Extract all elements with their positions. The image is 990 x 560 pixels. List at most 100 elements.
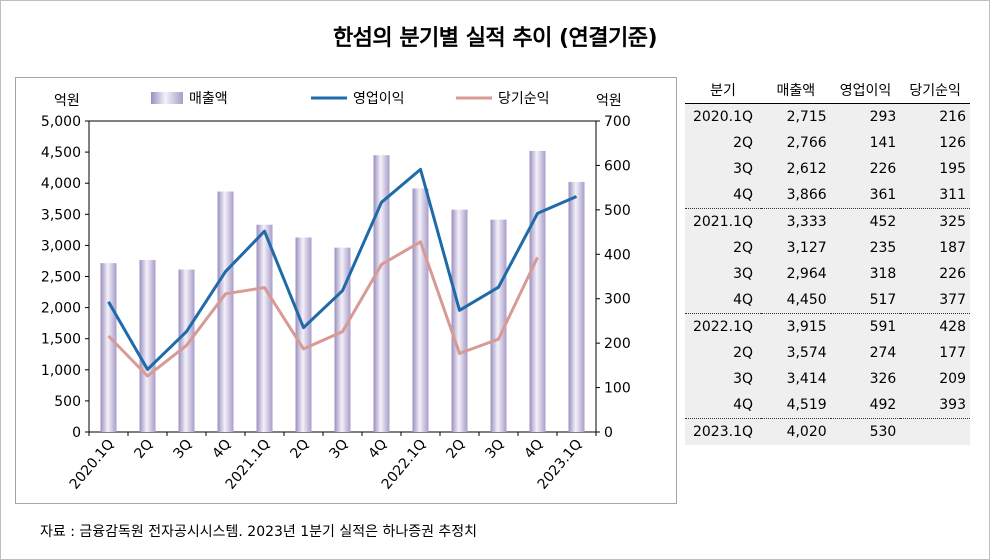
legend-label-당기순익: 당기순익 <box>498 91 550 107</box>
table-cell: 325 <box>900 208 970 235</box>
bar-매출액 <box>529 150 546 432</box>
bar-매출액 <box>178 269 195 432</box>
x-axis-tick-label: 4Q <box>521 436 546 462</box>
table-cell: 4,450 <box>761 287 831 314</box>
table-cell: 187 <box>900 235 970 261</box>
table-cell: 517 <box>830 287 901 314</box>
table-cell: 2,964 <box>761 261 831 287</box>
x-axis-tick-label: 3Q <box>482 436 507 462</box>
table-row: 2022.1Q 3,915 591 428 <box>685 313 970 340</box>
bar-매출액 <box>217 191 234 432</box>
right-axis-tick-label: 500 <box>604 203 631 219</box>
table-cell: 326 <box>830 366 901 392</box>
right-axis-tick-label: 300 <box>604 292 631 308</box>
line-당기순익 <box>107 240 539 378</box>
left-axis-tick-label: 3,000 <box>41 238 81 254</box>
table-cell: 293 <box>830 103 901 130</box>
bar-매출액 <box>100 263 117 432</box>
right-axis-tick-label: 700 <box>604 114 631 130</box>
table-cell: 209 <box>900 366 970 392</box>
table-cell: 3,574 <box>761 340 831 366</box>
table-header-row: 분기 매출액 영업이익 당기순익 <box>685 77 970 104</box>
table-cell: 492 <box>830 392 901 419</box>
table-header-cell: 매출액 <box>761 77 831 104</box>
right-axis-tick-label: 0 <box>604 425 613 441</box>
table-cell: 318 <box>830 261 901 287</box>
table-cell: 2021.1Q <box>685 208 761 235</box>
source-note: 자료 : 금융감독원 전자공시시스템. 2023년 1분기 실적은 하나증권 추… <box>40 524 478 540</box>
data-table: 분기 매출액 영업이익 당기순익 2020.1Q 2,715 293 216 2Q 2,766 1… <box>685 77 970 445</box>
table-cell: 3,915 <box>761 313 831 340</box>
table-cell: 126 <box>900 130 970 156</box>
table-row: 3Q 2,612 226 195 <box>685 156 970 182</box>
left-axis-tick-label: 3,500 <box>41 207 81 223</box>
left-axis-tick-label: 4,000 <box>41 176 81 192</box>
left-axis-tick-label: 1,500 <box>41 332 81 348</box>
table-cell: 377 <box>900 287 970 314</box>
table-row: 3Q 2,964 318 226 <box>685 261 970 287</box>
left-axis-tick-label: 2,000 <box>41 301 81 317</box>
right-axis-tick-label: 600 <box>604 158 631 174</box>
table-cell: 216 <box>900 103 970 130</box>
legend-label-매출액: 매출액 <box>189 91 228 107</box>
table-cell: 2020.1Q <box>685 103 761 130</box>
table-cell: 4Q <box>685 287 761 314</box>
table-cell: 3Q <box>685 366 761 392</box>
x-axis-tick-label: 3Q <box>170 436 195 462</box>
legend-label-영업이익: 영업이익 <box>353 91 405 107</box>
table-cell: 2023.1Q <box>685 418 761 445</box>
right-axis-unit: 억원 <box>596 93 622 109</box>
table-cell: 591 <box>830 313 901 340</box>
left-axis-tick-label: 2,500 <box>41 270 81 286</box>
table-header-cell: 분기 <box>685 77 761 104</box>
table-row: 2Q 3,127 235 187 <box>685 235 970 261</box>
table-cell <box>900 418 970 445</box>
bar-매출액 <box>412 188 429 432</box>
chart-svg: 0 500 1,000 1,500 2,000 2,500 3,000 3,500 4,000 4… <box>41 91 631 493</box>
table-cell: 226 <box>900 261 970 287</box>
x-axis-tick-label: 4Q <box>365 436 390 462</box>
line-영업이익 <box>107 167 578 371</box>
table-row: 3Q 3,414 326 209 <box>685 366 970 392</box>
table-cell: 3Q <box>685 156 761 182</box>
bar-매출액 <box>490 219 507 432</box>
table-cell: 311 <box>900 182 970 209</box>
table-row: 2Q 2,766 141 126 <box>685 130 970 156</box>
table-cell: 3Q <box>685 261 761 287</box>
table-cell: 2,612 <box>761 156 831 182</box>
table-header-cell: 당기순익 <box>900 77 970 104</box>
table-row: 2020.1Q 2,715 293 216 <box>685 103 970 130</box>
table-cell: 235 <box>830 235 901 261</box>
x-axis-tick-label: 2020.1Q <box>67 436 118 492</box>
bar-매출액 <box>295 237 312 432</box>
table-cell: 2Q <box>685 340 761 366</box>
table-row: 4Q 4,519 492 393 <box>685 392 970 419</box>
table-cell: 4Q <box>685 392 761 419</box>
left-axis-tick-label: 1,000 <box>41 363 81 379</box>
right-axis-tick-label: 200 <box>604 336 631 352</box>
table-cell: 2Q <box>685 235 761 261</box>
table-cell: 4,020 <box>761 418 831 445</box>
table-cell: 226 <box>830 156 901 182</box>
bar-매출액 <box>373 155 390 432</box>
left-axis-tick-label: 4,500 <box>41 145 81 161</box>
table-cell: 3,414 <box>761 366 831 392</box>
table-cell: 4Q <box>685 182 761 209</box>
table-cell: 3,866 <box>761 182 831 209</box>
table-cell: 195 <box>900 156 970 182</box>
table-cell: 177 <box>900 340 970 366</box>
table-cell: 3,127 <box>761 235 831 261</box>
table-row: 2021.1Q 3,333 452 325 <box>685 208 970 235</box>
table-cell: 393 <box>900 392 970 419</box>
table-row: 2Q 3,574 274 177 <box>685 340 970 366</box>
left-axis-unit: 억원 <box>54 93 80 109</box>
table-cell: 2022.1Q <box>685 313 761 340</box>
right-axis-tick-label: 400 <box>604 247 631 263</box>
table-cell: 4,519 <box>761 392 831 419</box>
table-row: 2023.1Q 4,020 530 <box>685 418 970 445</box>
table-row: 4Q 3,866 361 311 <box>685 182 970 209</box>
x-axis-tick-label: 4Q <box>209 436 234 462</box>
bar-매출액 <box>139 259 156 432</box>
x-axis-tick-label: 2Q <box>443 436 468 462</box>
legend-swatch-매출액 <box>151 92 183 104</box>
